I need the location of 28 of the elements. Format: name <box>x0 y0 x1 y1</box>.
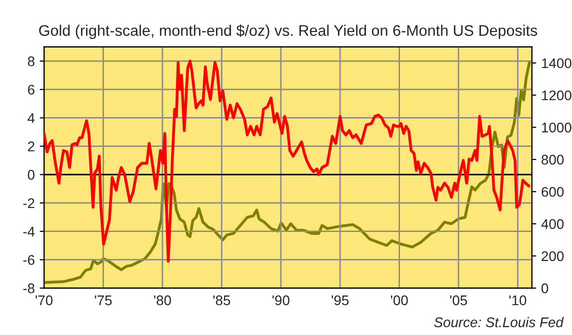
y-tick-label: -8 <box>23 283 34 294</box>
y2-tick-label: 1000 <box>542 122 572 132</box>
x-tick-label: '75 <box>94 296 112 306</box>
y-tick-label: 0 <box>28 170 34 180</box>
y-tick-label: 6 <box>28 84 34 95</box>
x-tick-label: '00 <box>390 295 408 306</box>
y-tick-label: -4 <box>23 226 35 236</box>
y2-tick-label: 1200 <box>542 90 572 100</box>
chart-title: Gold (right-scale, month-end $/oz) vs. Real Yield on 6-Month US Deposits <box>39 24 538 39</box>
x-tick-label: '95 <box>332 295 349 306</box>
y2-tick-label: 0 <box>542 283 548 294</box>
y2-tick-label: 800 <box>542 154 564 165</box>
y-tick-label: -2 <box>23 198 34 208</box>
y2-tick-label: 600 <box>542 186 564 197</box>
source-note: Source: St.Louis Fed <box>434 317 564 328</box>
x-tick-label: '10 <box>509 295 526 306</box>
y2-tick-label: 200 <box>542 251 564 262</box>
y2-tick-label: 1400 <box>542 58 572 68</box>
x-tick-label: '70 <box>36 295 53 306</box>
y-tick-label: 2 <box>28 142 34 152</box>
y-tick-label: 8 <box>28 56 34 66</box>
y-tick-label: -6 <box>23 255 34 265</box>
y-tick-label: 4 <box>28 113 35 123</box>
x-tick-label: '90 <box>272 295 290 306</box>
x-tick-label: '85 <box>213 295 230 306</box>
x-tick-label: '05 <box>450 295 468 306</box>
x-tick-label: '80 <box>154 295 171 306</box>
y2-tick-label: 400 <box>541 219 564 229</box>
